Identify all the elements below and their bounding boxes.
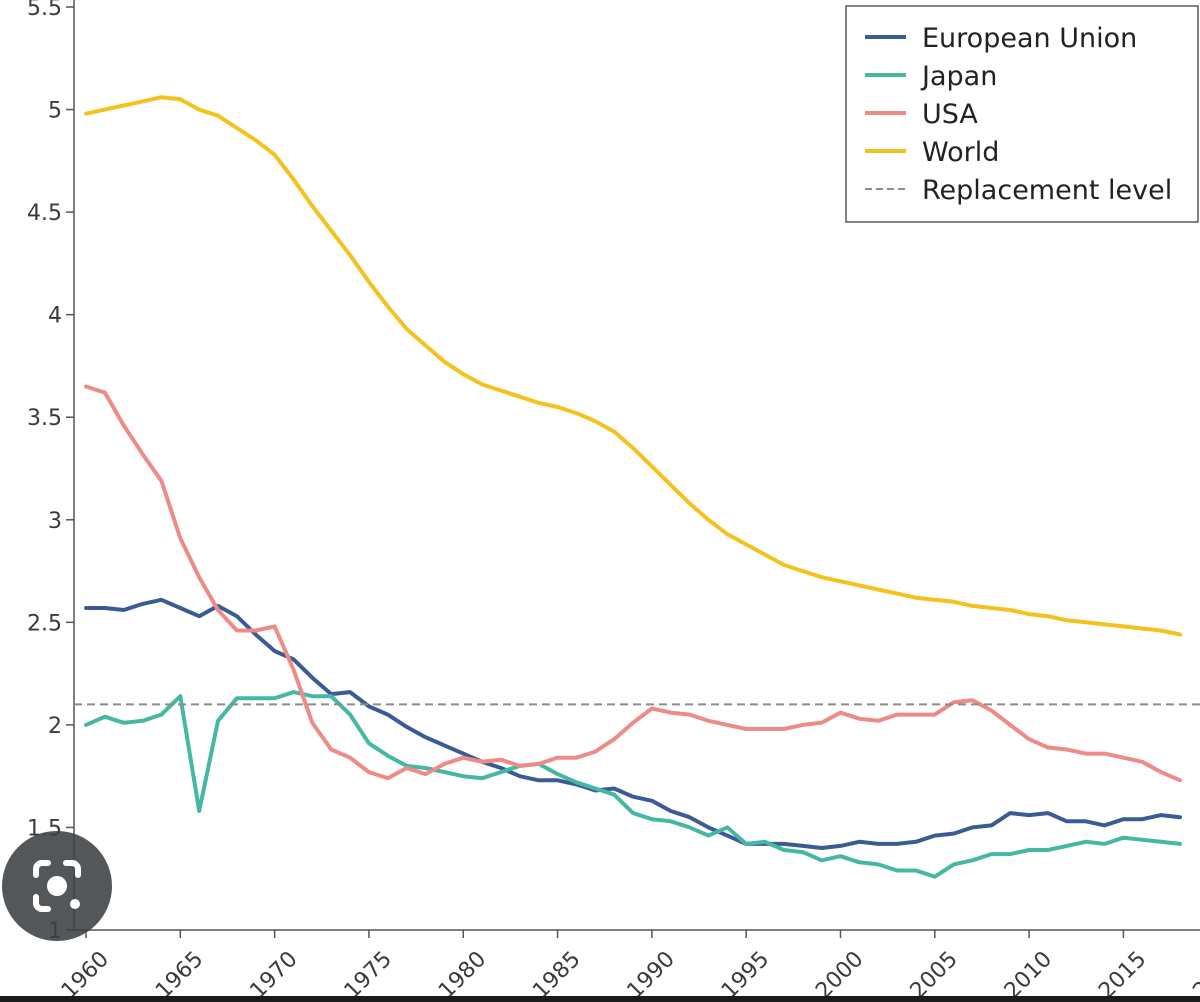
axes (73, 0, 1200, 931)
legend-label-japan: Japan (920, 61, 997, 92)
x-tick-label: 1995 (717, 947, 774, 1002)
y-tick-label: 5 (48, 99, 62, 124)
x-tick-label: 1960 (57, 947, 114, 1002)
y-tick-label: 5.5 (27, 0, 62, 21)
legend-label-world: World (922, 137, 999, 168)
legend: European Union Japan USA World Replacement l… (845, 5, 1199, 223)
y-tick-label: 4 (48, 304, 62, 329)
legend-label-european-union: European Union (922, 23, 1137, 54)
google-lens-icon (33, 860, 81, 912)
x-tick-label: 1980 (434, 947, 491, 1002)
google-lens-button[interactable] (2, 831, 112, 941)
x-tick-label: 2005 (906, 947, 963, 1002)
x-tick-label: 2000 (811, 947, 868, 1002)
y-ticks: 11.522.533.544.555.5 (27, 0, 74, 944)
legend-box (845, 5, 1199, 223)
legend-label-replacement-level: Replacement level (922, 175, 1172, 206)
series-lines (74, 95, 1200, 879)
y-tick-label: 3 (48, 509, 62, 534)
x-tick-label: 1985 (528, 947, 585, 1002)
x-tick-label: 2015 (1094, 947, 1151, 1002)
y-tick-label: 2 (48, 714, 62, 739)
y-tick-label: 3.5 (27, 406, 62, 431)
series-line-usa (84, 384, 1182, 783)
x-tick-label: 1975 (340, 947, 397, 1002)
x-ticks: 1960 1965 1970 1975 1980 1985 1990 1995 2000 2005… (57, 930, 1200, 1002)
x-tick-label: 2010 (1000, 947, 1057, 1002)
y-tick-label: 4.5 (27, 201, 62, 226)
x-tick-label: 1990 (623, 947, 680, 1002)
x-tick-label: 2020 (1188, 947, 1200, 1002)
y-tick-label: 2.5 (27, 611, 62, 636)
bottom-edge-strip (0, 996, 1200, 1002)
legend-label-usa: USA (922, 99, 978, 130)
series-line-japan (84, 690, 1182, 879)
series-line-european-union (84, 597, 1182, 850)
x-tick-label: 1965 (151, 947, 208, 1002)
x-tick-label: 1970 (245, 947, 302, 1002)
series-line-world (84, 95, 1182, 637)
